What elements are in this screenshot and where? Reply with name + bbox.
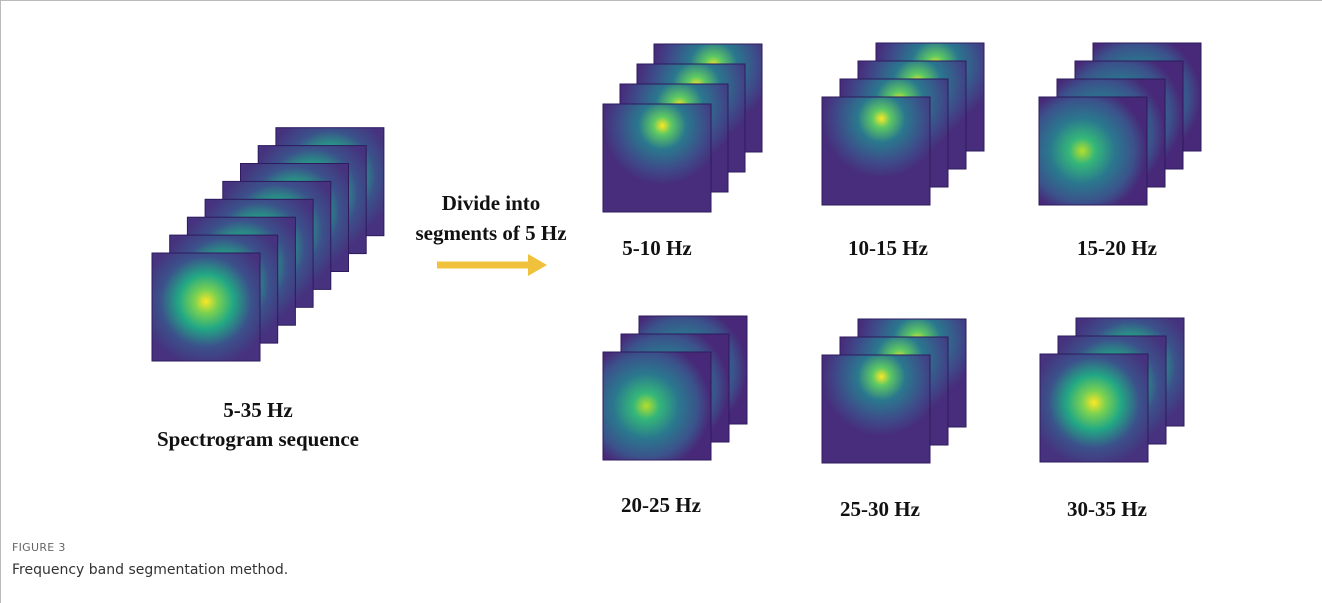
spectrogram bbox=[822, 355, 930, 463]
band-label: 10-15 Hz bbox=[848, 236, 928, 260]
figure: 5-35 Hz Spectrogram sequence Divide into… bbox=[0, 0, 1322, 603]
spectrogram bbox=[1040, 354, 1148, 462]
caption-label: FIGURE 3 bbox=[12, 541, 66, 554]
page: 5-35 Hz Spectrogram sequence Divide into… bbox=[0, 0, 1322, 603]
band-label: 5-10 Hz bbox=[622, 236, 691, 260]
caption: Frequency band segmentation method. bbox=[12, 562, 288, 578]
spectrogram bbox=[603, 352, 711, 460]
arrow-head bbox=[528, 254, 547, 276]
band-label: 25-30 Hz bbox=[840, 497, 920, 521]
spectrogram bbox=[1039, 97, 1147, 205]
band-label: 20-25 Hz bbox=[621, 493, 701, 517]
spectrogram bbox=[603, 104, 711, 212]
input-label: Spectrogram sequence bbox=[157, 427, 359, 451]
arrow-label: segments of 5 Hz bbox=[415, 221, 566, 245]
input-label: 5-35 Hz bbox=[223, 398, 292, 422]
spectrogram bbox=[152, 253, 260, 361]
band-label: 30-35 Hz bbox=[1067, 497, 1147, 521]
band-label: 15-20 Hz bbox=[1077, 236, 1157, 260]
spectrogram bbox=[822, 97, 930, 205]
arrow-label: Divide into bbox=[442, 191, 541, 215]
